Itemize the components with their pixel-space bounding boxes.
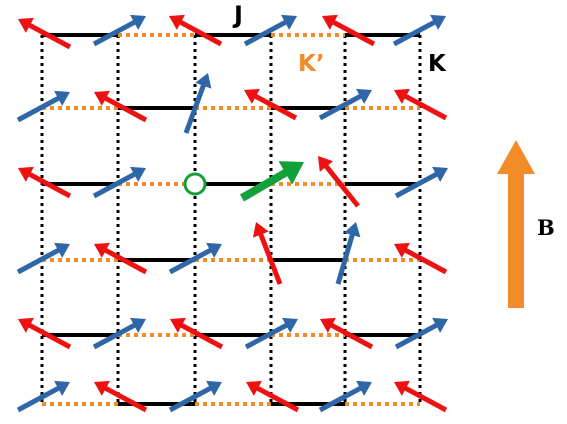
magnetic-field-arrow [497,140,535,308]
blue-spin-arrow [16,90,70,123]
blue-spin-arrow [244,317,298,350]
blue-spin-arrow [394,166,448,199]
blue-spin-arrow [335,222,361,285]
blue-spin-arrow [318,380,372,413]
red-spin-arrow [246,380,300,413]
red-spin-arrow [169,14,223,47]
k-prime-coupling-label: K’ [298,51,325,77]
red-spin-arrow [18,17,72,50]
red-spin-arrow [94,90,148,123]
blue-spin-arrow [168,242,222,275]
k-coupling-label: K [428,51,447,77]
red-spin-arrow [394,380,448,413]
red-spin-arrow [322,14,376,47]
vacancy-circle-icon [183,172,207,196]
red-spin-arrow [18,166,72,199]
blue-spin-arrow [392,14,446,47]
green-spin-arrow [239,161,304,202]
red-spin-arrow [244,88,298,121]
j-coupling-label: J [232,1,243,29]
blue-spin-arrow [168,380,222,413]
blue-spin-arrow [318,88,372,121]
red-spin-arrow [170,317,224,350]
blue-spin-arrow [243,14,297,47]
blue-spin-arrow [394,317,448,350]
blue-spin-arrow [16,242,70,275]
blue-spin-arrow [16,380,70,413]
blue-spin-arrow [92,166,146,199]
red-spin-arrow [94,242,148,275]
red-spin-arrow [320,317,374,350]
blue-spin-arrow [92,317,146,350]
magnetic-field-label: B [537,215,555,240]
red-spin-arrow [394,88,448,121]
blue-spin-arrow [92,14,146,47]
blue-spin-arrow [183,73,212,134]
red-spin-arrow [18,317,72,350]
red-spin-arrow [94,380,148,413]
red-spin-arrow [252,222,283,285]
red-spin-arrow [394,242,448,275]
spin-layer [16,14,448,413]
red-spin-arrow [318,156,360,208]
